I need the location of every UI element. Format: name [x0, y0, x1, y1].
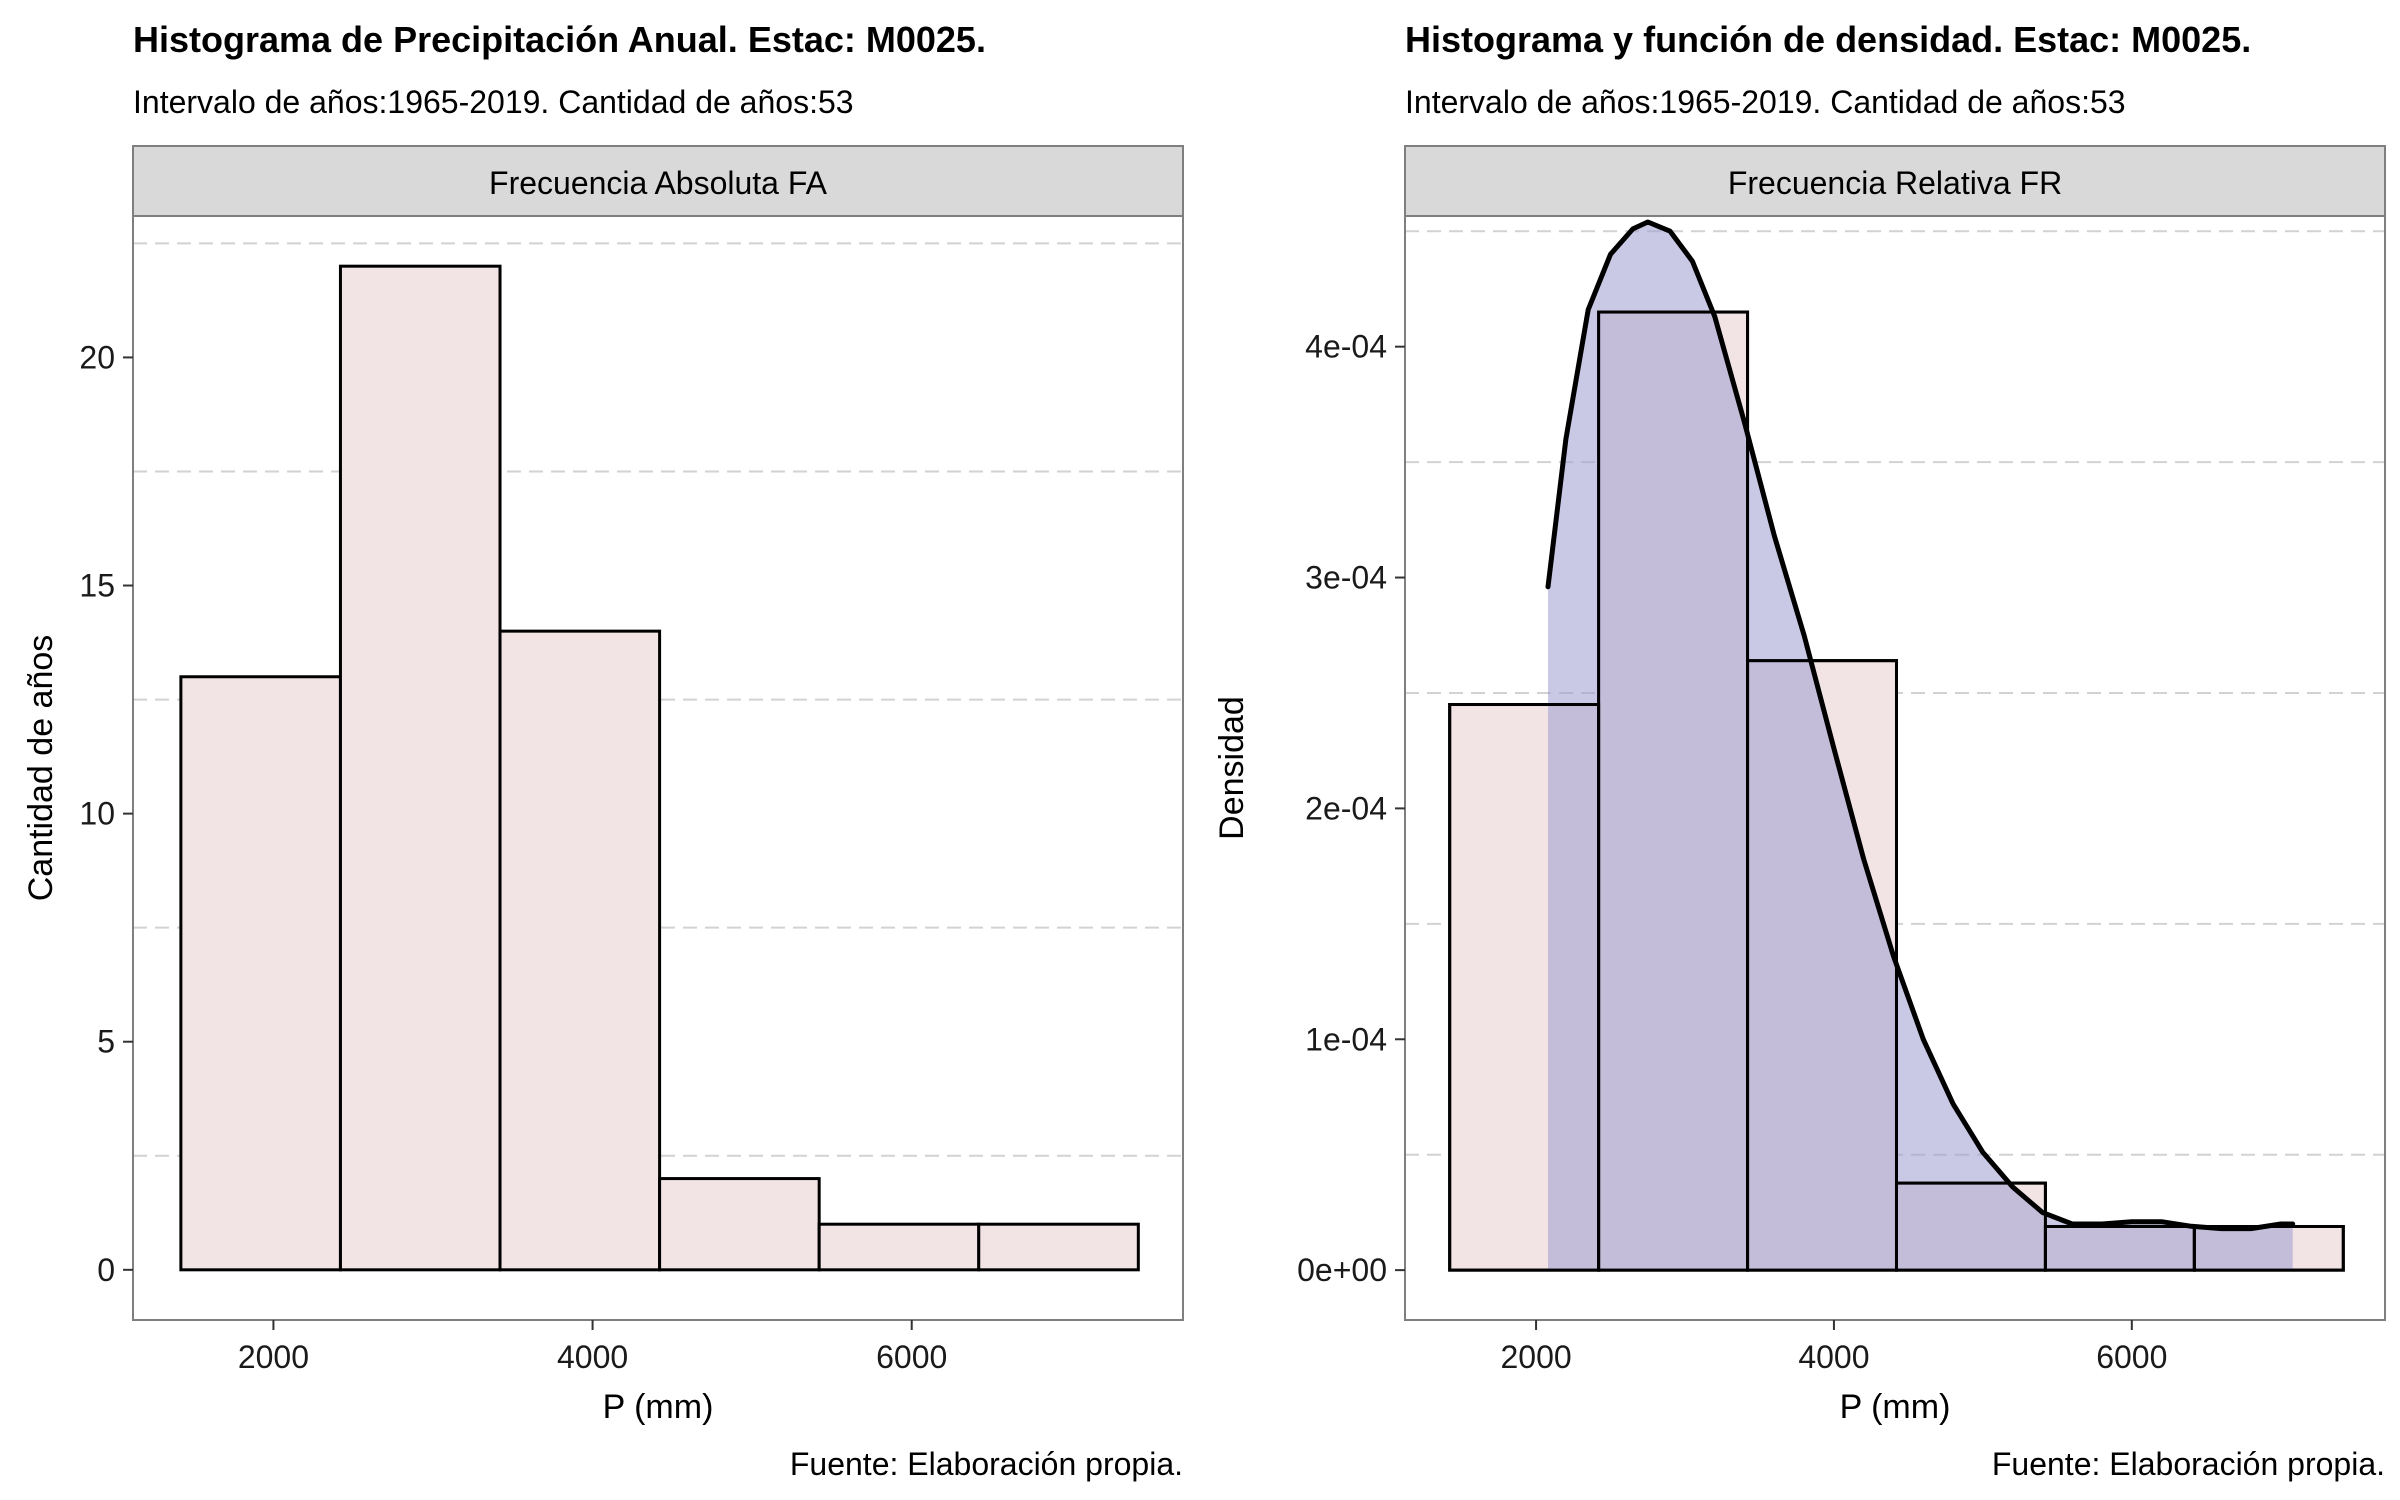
right-facet-label: Frecuencia Relativa FR: [1728, 165, 2062, 201]
y-tick-label: 0: [97, 1252, 115, 1288]
right-y-axis-title: Densidad: [1213, 696, 1251, 840]
left-axes: 0 5 10 15 20 2000 4000 6000: [79, 339, 947, 1375]
histogram-bar-1: [179, 675, 342, 1272]
y-tick-label: 10: [79, 796, 115, 832]
right-density: [1448, 219, 2345, 1272]
left-facet-strip: [132, 145, 1184, 217]
left-panel: Histograma de Precipitación Anual. Estac…: [22, 19, 1184, 1482]
x-tick-label: 2000: [1500, 1339, 1571, 1375]
right-chart-title: Histograma y función de densidad. Estac:…: [1405, 19, 2251, 60]
left-plot-border: [132, 215, 1184, 1321]
x-tick-label: 6000: [2096, 1339, 2167, 1375]
right-chart-subtitle: Intervalo de años:1965-2019. Cantidad de…: [1405, 84, 2126, 120]
y-tick-label: 0e+00: [1297, 1252, 1387, 1288]
y-tick-label: 15: [79, 568, 115, 604]
y-tick-label: 1e-04: [1305, 1021, 1387, 1057]
x-tick-label: 6000: [876, 1339, 947, 1375]
left-caption: Fuente: Elaboración propia.: [790, 1446, 1183, 1482]
left-histogram-bars: [179, 264, 1140, 1272]
left-chart-subtitle: Intervalo de años:1965-2019. Cantidad de…: [133, 84, 854, 120]
right-caption: Fuente: Elaboración propia.: [1992, 1446, 2385, 1482]
right-panel: Histograma y función de densidad. Estac:…: [1213, 19, 2386, 1482]
y-tick-label: 3e-04: [1305, 560, 1387, 596]
left-facet-label: Frecuencia Absoluta FA: [489, 165, 828, 201]
x-tick-label: 4000: [557, 1339, 628, 1375]
right-x-axis-title: P (mm): [1840, 1388, 1951, 1426]
right-plot-border: [1404, 215, 2386, 1321]
histogram-bar-4: [658, 1177, 821, 1272]
density-curve: [1545, 219, 2296, 1232]
left-x-axis-title: P (mm): [603, 1388, 714, 1426]
y-tick-label: 4e-04: [1305, 329, 1387, 365]
right-axes: 0e+00 1e-04 2e-04 3e-04 4e-04 2000 4000 6000: [1297, 329, 2167, 1375]
left-y-axis-title: Cantidad de años: [22, 635, 60, 902]
x-tick-label: 2000: [238, 1339, 309, 1375]
histogram-bar-2: [338, 264, 502, 1272]
histogram-bar-6: [977, 1222, 1140, 1272]
histogram-bar-3: [498, 629, 662, 1272]
left-chart-title: Histograma de Precipitación Anual. Estac…: [133, 19, 986, 60]
density-area: [1548, 222, 2293, 1271]
x-tick-label: 4000: [1798, 1339, 1869, 1375]
histogram-bar-5: [817, 1222, 981, 1272]
y-tick-label: 20: [79, 339, 115, 375]
y-tick-label: 2e-04: [1305, 790, 1387, 826]
y-tick-label: 5: [97, 1024, 115, 1060]
